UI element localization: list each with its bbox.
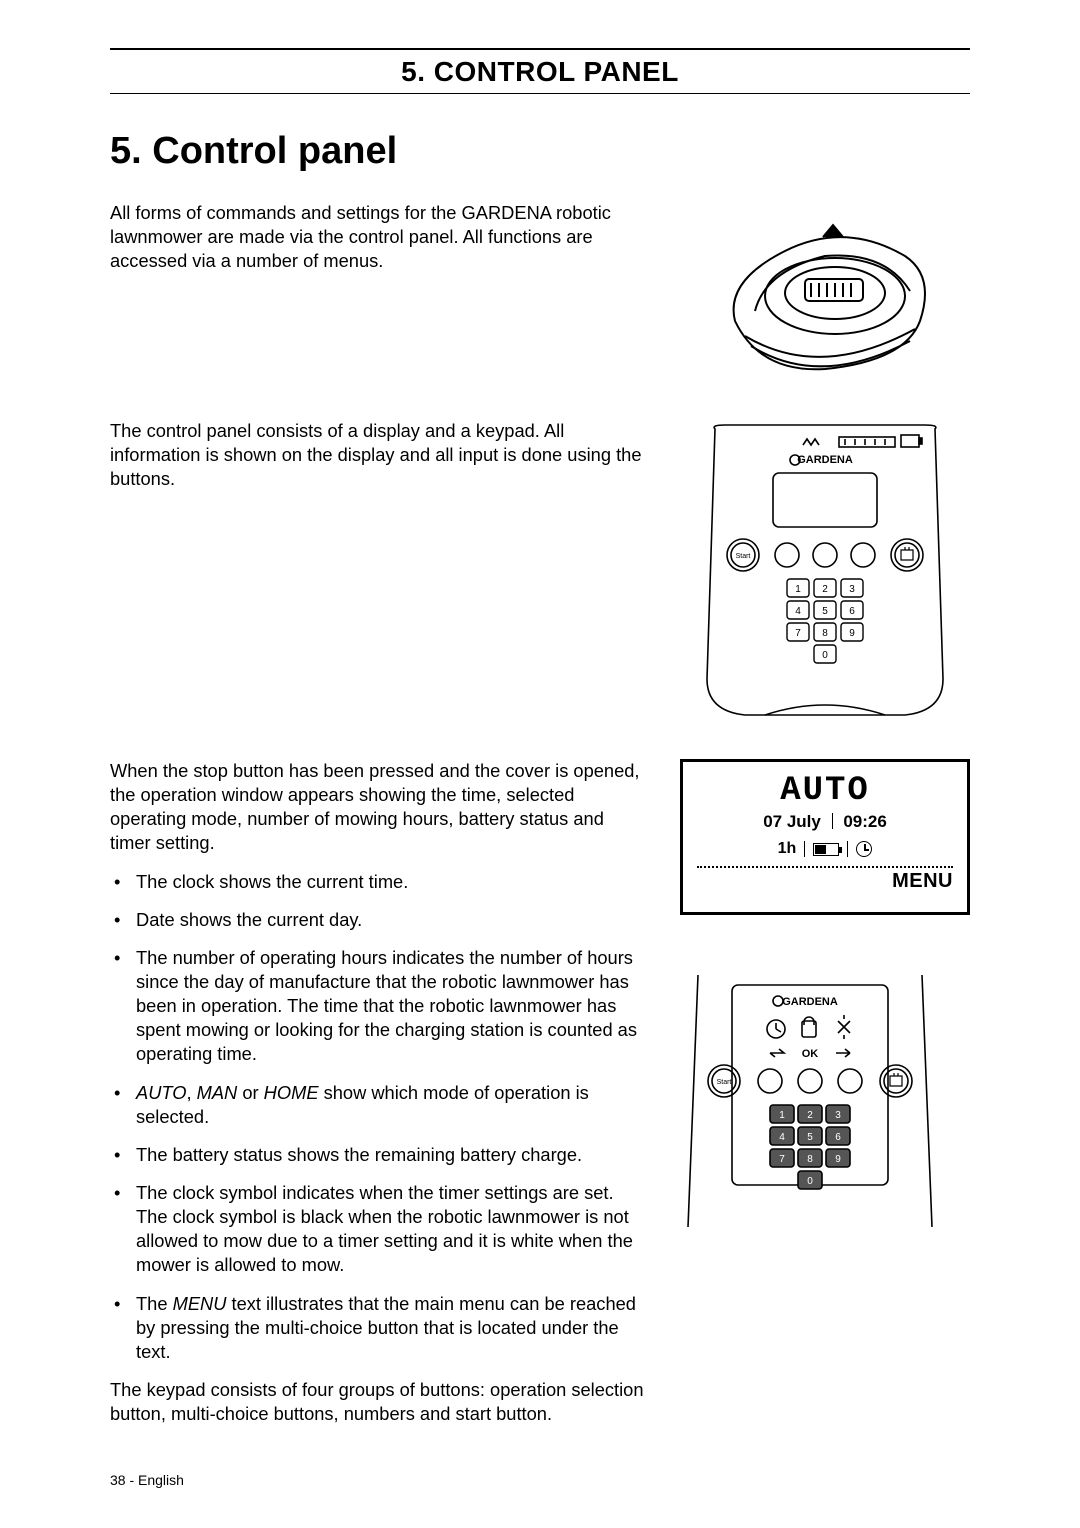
bullet-clocksym: The clock symbol indicates when the time…	[136, 1181, 644, 1278]
figure-panel-1: GARDENA Start	[680, 419, 970, 719]
control-panel-zoom-icon: GARDENA OK Start	[680, 971, 940, 1231]
svg-text:4: 4	[795, 606, 801, 617]
svg-text:2: 2	[807, 1110, 813, 1121]
svg-text:3: 3	[835, 1110, 841, 1121]
page: 5. CONTROL PANEL 5. Control panel All fo…	[0, 0, 1080, 1528]
page-footer: 38 - English	[110, 1472, 184, 1488]
svg-text:GARDENA: GARDENA	[797, 454, 853, 466]
control-panel-icon: GARDENA Start	[695, 419, 955, 719]
lcd-menu: MENU	[697, 870, 953, 893]
running-title: 5. CONTROL PANEL	[401, 56, 679, 88]
row-intro: All forms of commands and settings for t…	[110, 201, 970, 391]
svg-text:8: 8	[807, 1154, 813, 1165]
svg-text:GARDENA: GARDENA	[782, 996, 838, 1008]
svg-text:8: 8	[822, 628, 828, 639]
lcd-datetime: 07 July 09:26	[697, 812, 953, 832]
text-col-1: All forms of commands and settings for t…	[110, 201, 644, 391]
bullet-hours: The number of operating hours indicates …	[136, 946, 644, 1067]
svg-text:1: 1	[779, 1110, 785, 1121]
row-lcd: When the stop button has been pressed an…	[110, 759, 970, 1440]
svg-text:3: 3	[849, 584, 855, 595]
svg-text:7: 7	[779, 1154, 785, 1165]
svg-text:9: 9	[849, 628, 855, 639]
svg-text:OK: OK	[802, 1048, 819, 1060]
lcd-sep-icon	[832, 813, 833, 829]
svg-text:5: 5	[822, 606, 828, 617]
lcd-date-text: 07 July	[763, 812, 821, 831]
para-last: The keypad consists of four groups of bu…	[110, 1378, 644, 1426]
battery-icon	[813, 843, 839, 856]
header-rule: 5. CONTROL PANEL	[110, 48, 970, 94]
svg-text:1: 1	[795, 584, 801, 595]
lcd-status-row: 1h	[697, 840, 953, 858]
lcd-vsep-icon	[804, 841, 805, 857]
svg-text:0: 0	[807, 1176, 813, 1187]
lcd-vsep2-icon	[847, 841, 848, 857]
svg-text:7: 7	[795, 628, 801, 639]
svg-text:5: 5	[807, 1132, 813, 1143]
bullet-menu: The MENU text illustrates that the main …	[136, 1292, 644, 1364]
svg-text:6: 6	[849, 606, 855, 617]
text-col-2: The control panel consists of a display …	[110, 419, 644, 719]
lcd-time-text: 09:26	[843, 812, 886, 831]
svg-text:6: 6	[835, 1132, 841, 1143]
svg-text:4: 4	[779, 1132, 785, 1143]
bullet-clock: The clock shows the current time.	[136, 870, 644, 894]
text-col-3: When the stop button has been pressed an…	[110, 759, 644, 1440]
svg-text:Start: Start	[736, 553, 751, 560]
figure-right-col: AUTO 07 July 09:26 1h MENU	[680, 759, 970, 1231]
bullet-mode: AUTO, MAN or HOME show which mode of ope…	[136, 1081, 644, 1129]
lcd-hours: 1h	[778, 840, 797, 858]
bullet-list: The clock shows the current time. Date s…	[110, 870, 644, 1364]
para-3: When the stop button has been pressed an…	[110, 759, 644, 856]
svg-text:2: 2	[822, 584, 828, 595]
bullet-date: Date shows the current day.	[136, 908, 644, 932]
svg-text:9: 9	[835, 1154, 841, 1165]
svg-text:Start: Start	[717, 1079, 732, 1086]
mower-icon	[705, 201, 945, 391]
svg-text:0: 0	[822, 650, 828, 661]
clock-icon	[856, 841, 872, 857]
para-2: The control panel consists of a display …	[110, 419, 644, 491]
row-panel1: The control panel consists of a display …	[110, 419, 970, 719]
lcd-screen: AUTO 07 July 09:26 1h MENU	[680, 759, 970, 915]
section-title: 5. Control panel	[110, 130, 970, 173]
bullet-battery: The battery status shows the remaining b…	[136, 1143, 644, 1167]
para-1: All forms of commands and settings for t…	[110, 201, 644, 273]
lcd-dots	[697, 866, 953, 868]
figure-mower	[680, 201, 970, 391]
lcd-mode: AUTO	[697, 772, 953, 810]
